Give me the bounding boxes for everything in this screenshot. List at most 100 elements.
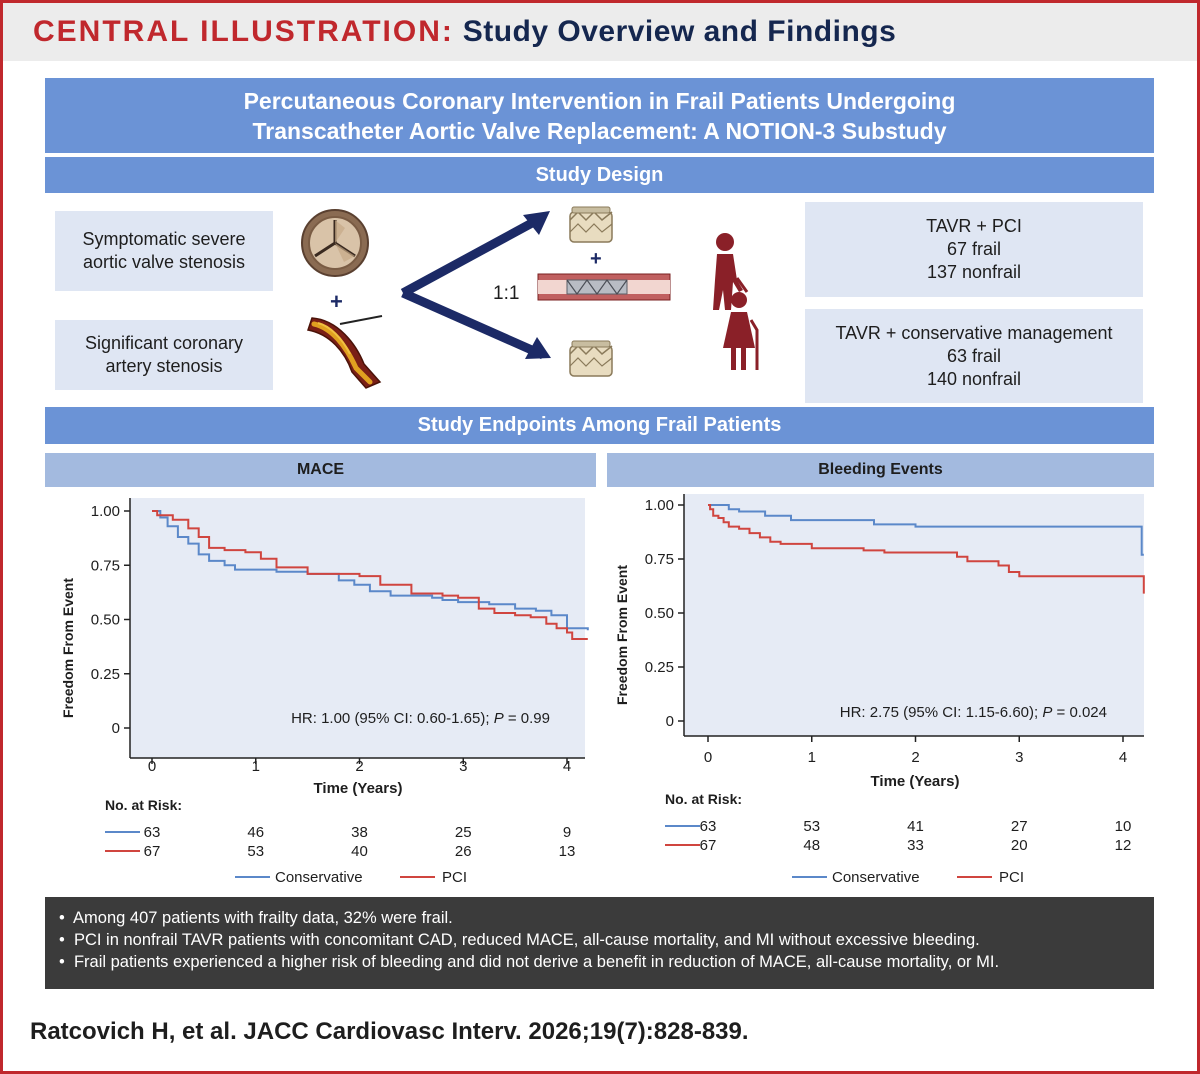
x-tick-label: 1 [808,749,816,766]
risk-value: 27 [1011,818,1028,835]
x-tick-label: 0 [148,758,156,775]
randomization-arrows [400,211,551,360]
bleeding-chart-title: Bleeding Events [818,461,943,478]
arm2-line2: 63 frail [946,345,1002,366]
y-axis-label: Freedom From Event [614,565,630,705]
risk-value: 41 [907,818,924,835]
legend-label-pci: PCI [442,869,467,886]
arm2-line1: TAVR + conservative management [835,322,1113,343]
key-findings-box: • Among 407 patients with frailty data, … [45,897,1154,989]
y-tick-label: 0.50 [91,612,120,629]
risk-value: 13 [559,843,576,860]
risk-value: 25 [455,824,472,841]
finding-bullet: • [59,953,65,971]
header-banner: CENTRAL ILLUSTRATION: Study Overview and… [3,3,1197,61]
risk-value: 10 [1115,818,1132,835]
risk-value: 63 [700,818,717,835]
bleeding-chart: 1.00 0.75 0.50 0.25 0 0 1 2 3 4 Freedom From Event… [614,494,1145,886]
study-title-bar: Percutaneous Coronary Intervention in Fr… [45,78,1154,153]
condition-aortic-box: Symptomatic severe aortic valve stenosis [55,211,273,291]
risk-value: 12 [1115,837,1132,854]
risk-value: 33 [907,837,924,854]
y-tick-label: 0.75 [645,551,674,568]
p-value: = 0.024 [1052,704,1107,721]
plot-area [684,494,1144,736]
study-design-label: Study Design [535,164,664,186]
p-label: P [1042,704,1052,721]
condition-aortic-line2: aortic valve stenosis [82,252,246,272]
elderly-patients-icon [713,233,759,370]
series-line-pci [152,510,588,640]
y-tick-label: 1.00 [91,503,120,520]
y-tick-label: 0.25 [645,659,674,676]
arm1-line1: TAVR + PCI [926,216,1022,236]
risk-value: 9 [563,824,571,841]
tavr-valve-icon [569,206,613,243]
hr-annotation: HR: 2.75 (95% CI: 1.15-6.60); P = 0.024 [840,704,1107,721]
header-label: CENTRAL ILLUSTRATION: [33,15,454,48]
risk-value: 67 [144,843,161,860]
series-line-conservative [708,504,1144,556]
tavr-pci-plus: + [590,248,602,270]
finding-text: Frail patients experienced a higher risk… [73,953,1000,971]
risk-value: 67 [700,837,717,854]
x-axis-label: Time (Years) [871,773,960,790]
mace-title-bar: MACE [45,453,596,487]
y-tick-label: 1.00 [645,497,674,514]
risk-value: 53 [247,843,264,860]
y-tick-label: 0 [112,720,120,737]
arm1-line2: 67 frail [946,239,1002,259]
risk-value: 63 [144,824,161,841]
risk-value: 26 [455,843,472,860]
legend-label-conservative: Conservative [275,869,363,886]
arm2-line3: 140 nonfrail [926,368,1022,389]
risk-table-label: No. at Risk: [105,797,182,813]
x-tick-label: 4 [1119,749,1127,766]
x-tick-label: 0 [704,749,712,766]
plot-area [130,498,585,758]
finding-item-2: • PCI in nonfrail TAVR patients with con… [59,929,1140,951]
mace-chart: 1.00 0.75 0.50 0.25 0 0 1 2 3 4 Freedom From Event… [60,498,589,886]
finding-text: PCI in nonfrail TAVR patients with conco… [73,931,980,949]
arm1-line3: 137 nonfrail [926,262,1022,282]
condition-coronary-line1: Significant coronary [84,333,244,353]
x-tick-label: 4 [563,758,571,775]
series-line-pci [708,504,1145,594]
risk-value: 40 [351,843,368,860]
y-tick-label: 0.50 [645,605,674,622]
study-design-header: Study Design [45,157,1154,193]
hr-text: HR: 2.75 (95% CI: 1.15-6.60); [840,704,1043,721]
legend-label-conservative: Conservative [832,869,920,886]
stent-icon [537,273,671,301]
finding-bullet: • [59,909,65,927]
x-tick-label: 3 [459,758,467,775]
risk-value: 53 [803,818,820,835]
finding-text: Among 407 patients with frailty data, 32… [73,909,453,927]
condition-coronary-line2: artery stenosis [105,356,223,376]
x-tick-label: 1 [252,758,260,775]
finding-bullet: • [59,931,65,949]
y-tick-label: 0 [666,713,674,730]
x-tick-label: 2 [355,758,363,775]
randomization-ratio: 1:1 [493,283,520,304]
finding-item-3: • Frail patients experienced a higher ri… [59,951,1140,973]
p-value: = 0.99 [504,710,550,727]
x-tick-label: 3 [1015,749,1023,766]
risk-value: 38 [351,824,368,841]
page-title: CENTRAL ILLUSTRATION: Study Overview and… [33,15,896,49]
y-tick-label: 0.75 [91,557,120,574]
study-title-line2: Transcatheter Aortic Valve Replacement: … [252,118,947,144]
tavr-valve-icon-2 [569,340,613,377]
citation: Ratcovich H, et al. JACC Cardiovasc Inte… [30,1018,749,1045]
risk-table-label: No. at Risk: [665,791,742,807]
hr-text: HR: 1.00 (95% CI: 0.60-1.65); [291,710,494,727]
x-axis-label: Time (Years) [314,780,403,797]
legend-label-pci: PCI [999,869,1024,886]
p-label: P [494,710,504,727]
header-title: Study Overview and Findings [462,15,897,48]
y-axis-label: Freedom From Event [60,578,76,718]
y-tick-label: 0.25 [91,666,120,683]
condition-coronary-box: Significant coronary artery stenosis [55,320,273,390]
hr-annotation: HR: 1.00 (95% CI: 0.60-1.65); P = 0.99 [291,710,550,727]
